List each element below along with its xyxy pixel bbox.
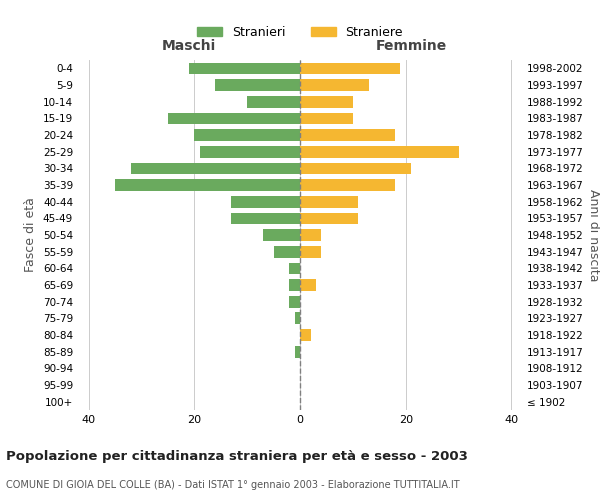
Bar	[131, 162, 300, 174]
Bar	[247, 96, 300, 108]
Bar	[300, 229, 321, 241]
Bar	[300, 246, 321, 258]
Bar	[300, 196, 358, 207]
Bar	[295, 312, 300, 324]
Y-axis label: Fasce di età: Fasce di età	[25, 198, 37, 272]
Bar	[194, 129, 300, 141]
Bar	[300, 112, 353, 124]
Text: Maschi: Maschi	[162, 40, 216, 54]
Bar	[295, 346, 300, 358]
Text: COMUNE DI GIOIA DEL COLLE (BA) - Dati ISTAT 1° gennaio 2003 - Elaborazione TUTTI: COMUNE DI GIOIA DEL COLLE (BA) - Dati IS…	[6, 480, 460, 490]
Bar	[289, 279, 300, 291]
Bar	[200, 146, 300, 158]
Bar	[300, 212, 358, 224]
Bar	[300, 146, 458, 158]
Bar	[289, 296, 300, 308]
Bar	[231, 212, 300, 224]
Bar	[300, 79, 369, 91]
Bar	[300, 279, 316, 291]
Bar	[168, 112, 300, 124]
Legend: Stranieri, Straniere: Stranieri, Straniere	[192, 20, 408, 44]
Bar	[300, 162, 411, 174]
Bar	[115, 179, 300, 191]
Text: Femmine: Femmine	[376, 40, 446, 54]
Bar	[263, 229, 300, 241]
Bar	[231, 196, 300, 207]
Bar	[274, 246, 300, 258]
Bar	[300, 329, 311, 341]
Bar	[300, 179, 395, 191]
Text: Popolazione per cittadinanza straniera per età e sesso - 2003: Popolazione per cittadinanza straniera p…	[6, 450, 468, 463]
Bar	[300, 62, 400, 74]
Bar	[215, 79, 300, 91]
Bar	[300, 96, 353, 108]
Bar	[300, 129, 395, 141]
Bar	[189, 62, 300, 74]
Y-axis label: Anni di nascita: Anni di nascita	[587, 188, 600, 281]
Bar	[289, 262, 300, 274]
